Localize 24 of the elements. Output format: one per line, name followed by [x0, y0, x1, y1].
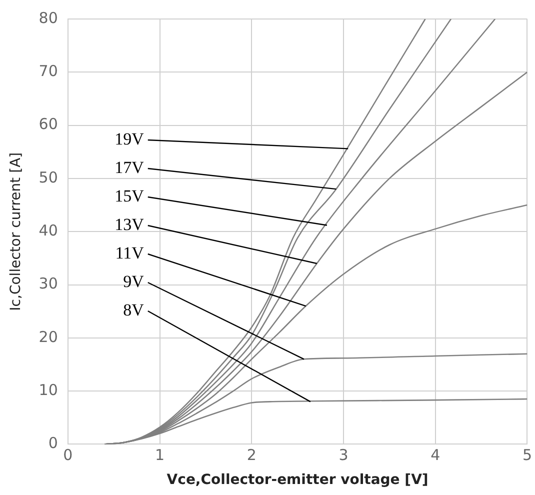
annotation: 8V: [123, 300, 145, 320]
x-tick-label: 4: [430, 446, 440, 464]
y-tick-label: 60: [38, 115, 58, 134]
x-tick-label: 0: [63, 446, 73, 464]
y-tick-label: 40: [38, 221, 58, 240]
y-tick-label: 20: [38, 328, 58, 346]
x-tick-label: 2: [246, 446, 256, 464]
y-tick-label: 50: [38, 168, 58, 186]
y-axis-title: Ic,Collector current [A]: [8, 152, 24, 311]
annotation: 11V: [115, 243, 145, 262]
y-tick-label: 10: [38, 380, 58, 399]
x-tick-label: 5: [522, 446, 532, 464]
x-axis-title: Vce,Collector-emitter voltage [V]: [166, 472, 428, 488]
y-tick-label: 0: [48, 434, 58, 452]
annotation: 19V: [114, 129, 145, 148]
y-tick-label: 30: [38, 274, 58, 293]
y-tick-label: 70: [38, 62, 58, 80]
annotation: 17V: [114, 158, 145, 177]
annotation: 15V: [114, 186, 145, 206]
x-tick-label: 1: [154, 446, 165, 464]
x-tick-label: 3: [338, 446, 348, 464]
y-tick-label: 80: [38, 8, 58, 27]
annotation: 9V: [123, 272, 145, 291]
annotation: 13V: [114, 214, 145, 234]
